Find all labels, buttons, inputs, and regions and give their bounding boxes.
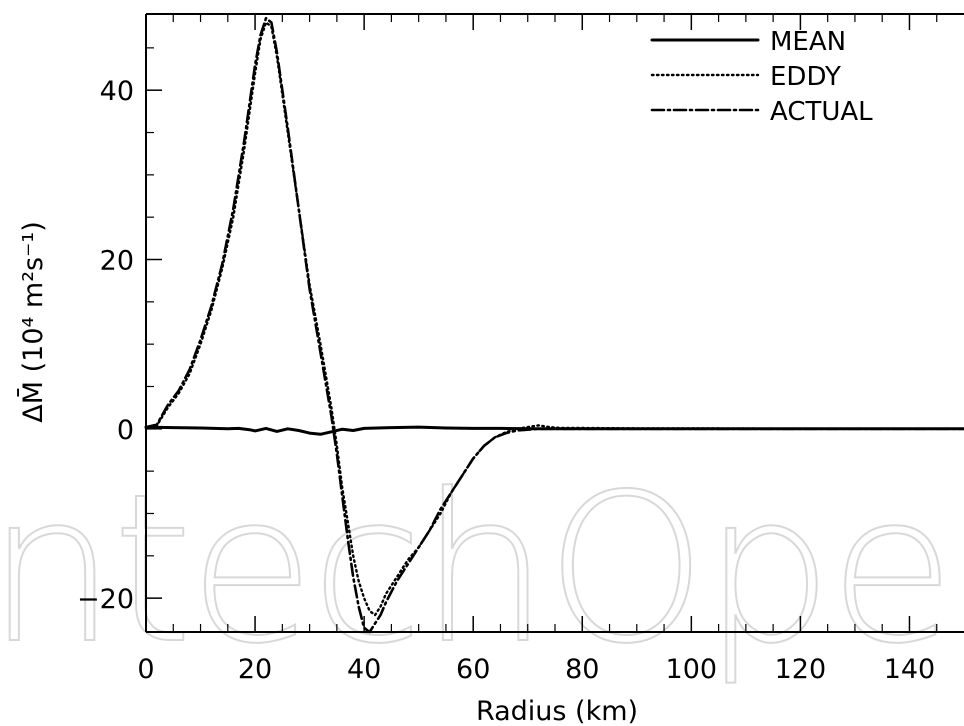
y-tick-label: 20	[100, 246, 134, 277]
y-tick-label: 40	[100, 76, 134, 107]
x-tick-label: 60	[456, 654, 490, 685]
legend-label-mean: MEAN	[770, 27, 846, 57]
x-tick-label: 100	[666, 654, 718, 685]
x-axis-title: Radius (km)	[476, 696, 638, 726]
watermark-text: IntechOpen	[0, 451, 964, 689]
series-line-eddy	[144, 21, 964, 617]
x-tick-label: 80	[565, 654, 599, 685]
legend-label-actual: ACTUAL	[770, 97, 873, 127]
axes-layer: 0 20 40 60 80 100 120 140 −20 0 20 40	[77, 13, 964, 685]
x-tick-label: 140	[884, 654, 936, 685]
x-tick-label: 40	[347, 654, 381, 685]
y-tick-label: 0	[117, 415, 134, 446]
legend-label-eddy: EDDY	[770, 62, 841, 92]
x-tick-label: 0	[137, 654, 154, 685]
x-tick-label: 120	[775, 654, 827, 685]
legend: MEAN EDDY ACTUAL	[650, 27, 873, 127]
x-tick-label: 20	[238, 654, 272, 685]
y-tick-label: −20	[77, 584, 134, 615]
watermark: IntechOpen	[0, 450, 964, 690]
y-axis-title: ΔM̄ (10⁴ m²s⁻¹)	[17, 221, 49, 422]
